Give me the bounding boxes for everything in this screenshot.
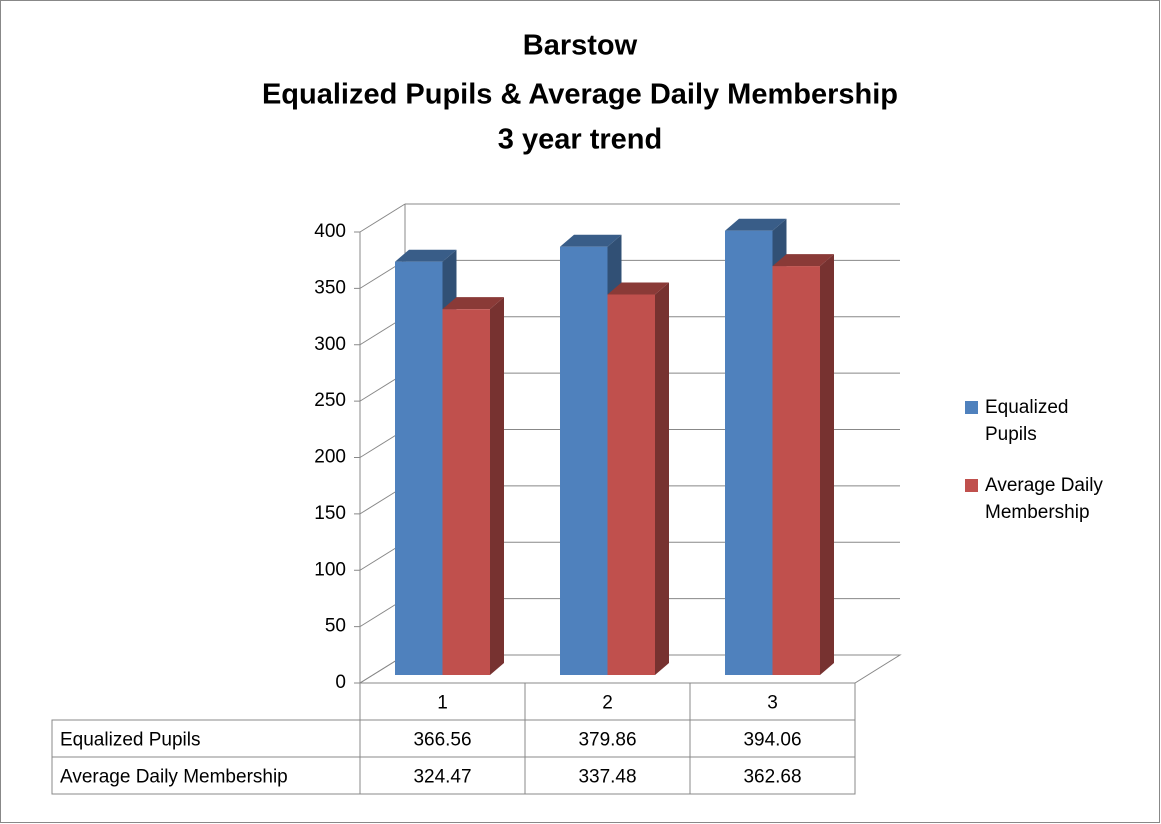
bar — [725, 230, 773, 675]
table-value: 379.86 — [578, 730, 636, 751]
y-tick-label: 150 — [314, 503, 346, 524]
bar-side — [820, 254, 834, 675]
y-tick-label: 350 — [314, 277, 346, 298]
legend-swatch — [965, 401, 978, 414]
x-tick-label: 2 — [602, 693, 613, 714]
table-value: 362.68 — [743, 767, 801, 788]
bar-top — [395, 249, 457, 262]
bar-top — [725, 218, 787, 231]
y-tick-label: 400 — [314, 221, 346, 242]
legend-label: Average Daily Membership — [985, 475, 1103, 523]
x-tick-label: 3 — [767, 693, 778, 714]
bar-top — [560, 234, 622, 247]
table-value: 324.47 — [413, 767, 471, 788]
y-tick-label: 0 — [335, 672, 346, 693]
bar — [607, 294, 655, 675]
table-row-label: Equalized Pupils — [60, 730, 200, 751]
bar-side — [490, 297, 504, 675]
legend-swatch — [965, 479, 978, 492]
y-tick-label: 50 — [325, 616, 346, 637]
legend-label: Equalized Pupils — [985, 397, 1069, 445]
chart-title: Equalized Pupils & Average Daily Members… — [262, 79, 898, 111]
bar-top — [442, 297, 504, 310]
table-row-label: Average Daily Membership — [60, 767, 288, 788]
x-tick-label: 1 — [437, 693, 448, 714]
y-tick-label: 300 — [314, 334, 346, 355]
chart-title: 3 year trend — [498, 124, 662, 156]
y-tick-label: 200 — [314, 447, 346, 468]
bar-top — [607, 282, 669, 295]
bar — [395, 261, 443, 675]
table-value: 394.06 — [743, 730, 801, 751]
table-value: 366.56 — [413, 730, 471, 751]
grid-line — [359, 203, 406, 233]
bar-side — [655, 282, 669, 675]
table-value: 337.48 — [578, 767, 636, 788]
bar — [560, 246, 608, 675]
bar — [442, 309, 490, 675]
chart-title: Barstow — [523, 30, 638, 62]
bar — [772, 266, 820, 675]
bar-top — [772, 254, 834, 267]
y-tick-label: 100 — [314, 559, 346, 580]
y-tick-label: 250 — [314, 390, 346, 411]
